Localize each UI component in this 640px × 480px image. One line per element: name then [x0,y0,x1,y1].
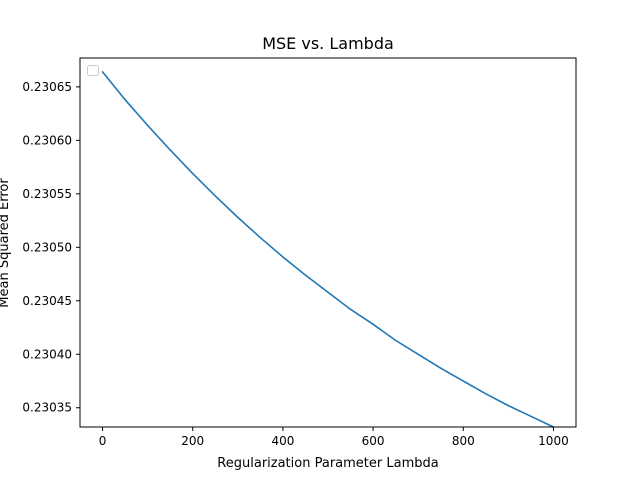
data-point [192,172,194,175]
plot-frame [79,57,577,428]
chart-title: MSE vs. Lambda [262,34,394,53]
data-point [507,404,510,407]
data-point [237,216,239,219]
data-point [169,149,171,151]
data-point [485,393,487,395]
data-point [530,415,532,417]
data-point [259,236,262,239]
data-point [327,291,329,293]
data-point [146,124,149,127]
y-tick-label: 0.23040 [22,347,72,361]
x-tick-label: 800 [452,434,475,448]
data-point [372,323,374,326]
data-point [440,367,442,369]
x-tick-label: 600 [362,434,385,448]
x-tick-label: 400 [271,434,294,448]
data-point [282,256,284,258]
y-axis-label: Mean Squared Error [0,178,12,308]
y-tick-label: 0.23055 [22,187,72,201]
data-point [214,195,216,197]
data-point [124,99,126,101]
x-tick-label: 0 [99,434,107,448]
y-tick-label: 0.23035 [22,401,72,415]
data-point [349,308,352,311]
data-point [417,353,419,355]
data-point [462,380,464,382]
y-tick-label: 0.23050 [22,240,72,254]
data-point [304,274,307,276]
y-tick-label: 0.23045 [22,294,72,308]
x-tick-label: 1000 [538,434,569,448]
y-axis: 0.23035 0.23040 0.23045 0.23050 0.23055 0.230… [22,80,80,415]
x-axis: 0 200 400 600 800 1000 [99,427,569,448]
data-point [394,339,397,342]
data-point [101,71,104,73]
x-axis-label: Regularization Parameter Lambda [217,456,438,471]
legend-box [87,65,99,76]
y-tick-label: 0.23060 [22,133,72,147]
x-tick-label: 200 [181,434,204,448]
y-tick-label: 0.23065 [22,80,72,94]
legend [87,65,99,76]
